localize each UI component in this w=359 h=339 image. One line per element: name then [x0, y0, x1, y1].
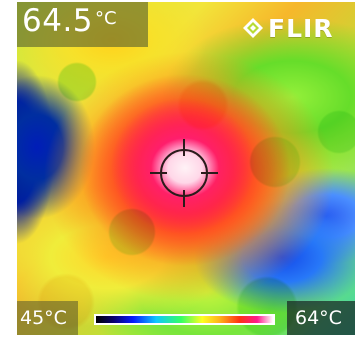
- spot-temperature-unit: °C: [95, 8, 117, 29]
- brand-name: FLIR: [268, 13, 334, 43]
- thermal-texture: [17, 2, 355, 335]
- temperature-color-bar: [94, 314, 275, 325]
- thermal-image: [17, 2, 355, 335]
- spot-temperature-value: 64.5: [22, 3, 94, 39]
- scale-min-label: 45°C: [17, 301, 78, 335]
- flir-logo: FLIR: [242, 14, 352, 42]
- crosshair-icon: [150, 139, 218, 207]
- spot-temperature-readout: 64.5 °C: [17, 2, 148, 47]
- flir-diamond-icon: [243, 18, 263, 38]
- temperature-scale: 45°C 64°C: [17, 301, 355, 335]
- scale-max-label: 64°C: [287, 301, 355, 335]
